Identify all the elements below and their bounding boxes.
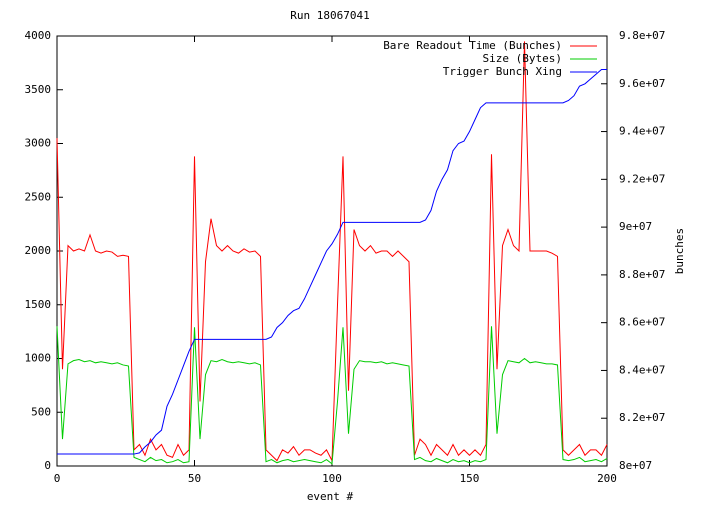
- x-axis-label: event #: [307, 490, 354, 503]
- y-tick-label: 0: [44, 459, 51, 472]
- y2-axis-label: bunches: [673, 228, 686, 274]
- y2-tick-label: 8.6e+07: [619, 316, 665, 329]
- y2-tick-label: 9.6e+07: [619, 77, 665, 90]
- x-tick-label: 50: [188, 472, 201, 485]
- legend-label: Trigger Bunch Xing: [443, 65, 562, 78]
- chart-title: Run 18067041: [290, 9, 369, 22]
- y2-tick-label: 9.8e+07: [619, 29, 665, 42]
- y2-tick-label: 8.8e+07: [619, 268, 665, 281]
- x-tick-label: 150: [460, 472, 480, 485]
- y2-tick-label: 8.4e+07: [619, 363, 665, 376]
- y2-tick-label: 8e+07: [619, 459, 652, 472]
- legend-label: Bare Readout Time (Bunches): [383, 39, 562, 52]
- y-tick-label: 2000: [25, 244, 52, 257]
- y-tick-label: 1000: [25, 352, 52, 365]
- y-tick-label: 3500: [25, 83, 52, 96]
- series-line: [56, 326, 608, 465]
- y2-tick-label: 9e+07: [619, 220, 652, 233]
- y-tick-label: 2500: [25, 190, 52, 203]
- x-tick-label: 0: [54, 472, 61, 485]
- x-tick-label: 200: [597, 472, 617, 485]
- x-tick-label: 100: [322, 472, 342, 485]
- y2-tick-label: 8.2e+07: [619, 411, 665, 424]
- legend-label: Size (Bytes): [483, 52, 562, 65]
- y-tick-label: 4000: [25, 29, 52, 42]
- y-tick-label: 1500: [25, 298, 52, 311]
- y2-tick-label: 9.2e+07: [619, 172, 665, 185]
- y-tick-label: 3000: [25, 137, 52, 150]
- y-tick-label: 500: [31, 405, 51, 418]
- series-line: [57, 68, 607, 455]
- y2-tick-label: 9.4e+07: [619, 125, 665, 138]
